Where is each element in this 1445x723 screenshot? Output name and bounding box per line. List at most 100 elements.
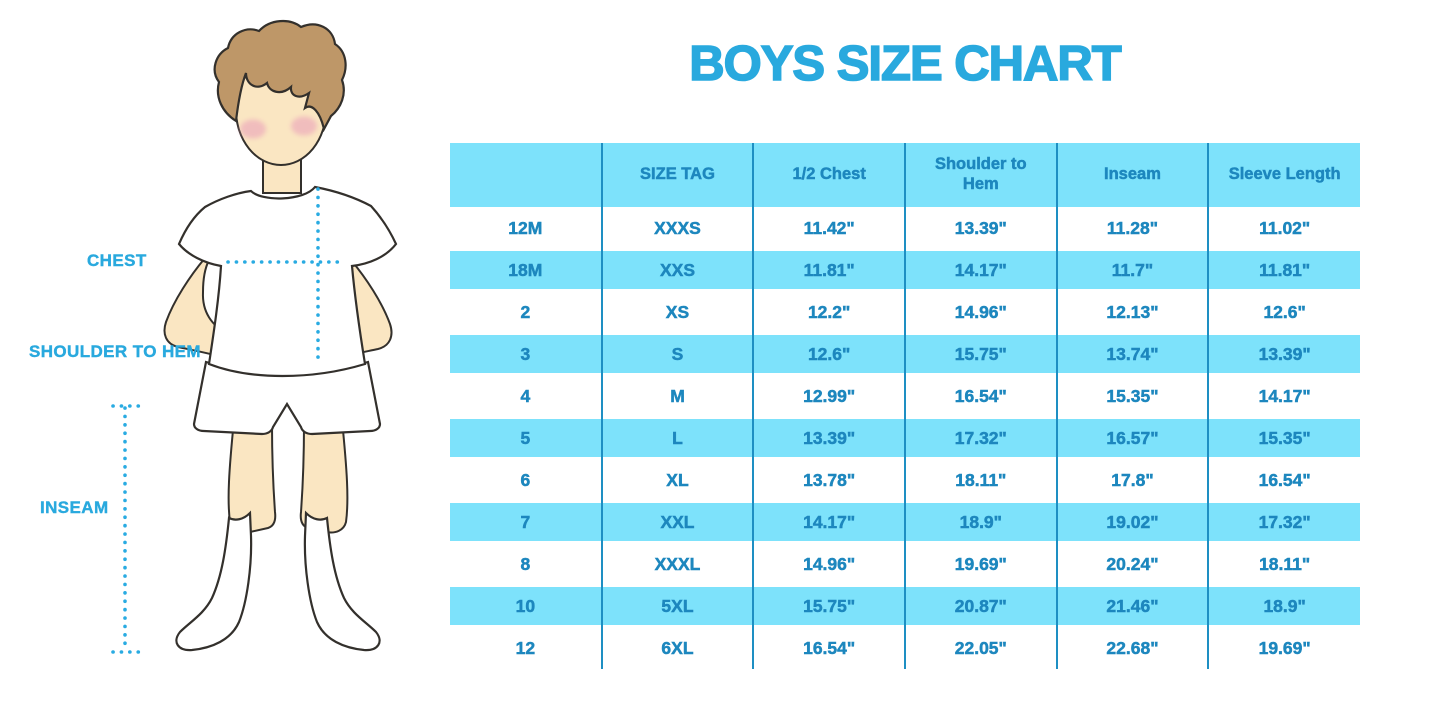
value-cell: 14.96" <box>753 543 906 585</box>
size-cell: 12 <box>450 627 603 669</box>
value-cell: 11.81" <box>1208 249 1360 291</box>
value-cell: XL <box>601 459 755 501</box>
table-row: 8 XXXL 14.96" 19.69" 20.24" 18.11" <box>450 543 1360 585</box>
value-cell: 16.57" <box>1056 417 1210 459</box>
value-cell: XXL <box>601 501 755 543</box>
value-cell: 12.6" <box>1263 301 1306 322</box>
shoulder-to-hem-label: SHOULDER TO HEM <box>29 342 201 361</box>
value-cell: 19.69" <box>904 543 1058 585</box>
value-cell: 14.17" <box>904 249 1058 291</box>
boy-left-cheek <box>240 119 266 139</box>
table-row: 3 S 12.6" 15.75" 13.74" 13.39" <box>450 333 1360 375</box>
value-cell: 18.9" <box>1208 585 1360 627</box>
size-cell: 18M <box>450 249 603 291</box>
table-row: 7 XXL 14.17" 18.9" 19.02" 17.32" <box>450 501 1360 543</box>
value-cell: 18.9" <box>904 501 1058 543</box>
size-cell: 10 <box>450 585 603 627</box>
column-header: Shoulder to Hem <box>904 143 1058 207</box>
boy-shirt <box>177 185 398 378</box>
size-table-header: SIZE TAG 1/2 Chest Shoulder to Hem Inseam Sl… <box>450 143 1360 207</box>
column-header-empty <box>450 143 603 207</box>
value-cell: 11.28" <box>1056 207 1210 249</box>
size-cell: 6 <box>450 459 603 501</box>
value-cell: 15.35" <box>1056 375 1210 417</box>
table-row: 18M XXS 11.81" 14.17" 11.7" 11.81" <box>450 249 1360 291</box>
table-row: 12M XXXS 11.42" 13.39" 11.28" 11.02" <box>450 207 1360 249</box>
boy-right-sock <box>303 510 381 652</box>
value-cell: XS <box>601 291 755 333</box>
value-cell: 13.39" <box>1208 333 1360 375</box>
chest-label: CHEST <box>87 251 147 270</box>
column-header: Inseam <box>1056 143 1210 207</box>
size-cell: 7 <box>450 501 603 543</box>
boy-right-cheek <box>291 116 317 136</box>
size-cell: 5 <box>450 417 603 459</box>
value-cell: 17.8" <box>1056 459 1210 501</box>
value-cell: 6XL <box>601 627 755 669</box>
inseam-label: INSEAM <box>40 498 109 517</box>
table-row: 10 5XL 15.75" 20.87" 21.46" 18.9" <box>450 585 1360 627</box>
boy-hair <box>213 20 347 133</box>
table-row: 2 XS 12.2" 14.96" 12.13" 12.6" <box>450 291 1360 333</box>
boy-left-sock <box>175 510 253 652</box>
size-cell: 3 <box>450 333 603 375</box>
value-cell: 16.54" <box>904 375 1058 417</box>
value-cell: M <box>601 375 755 417</box>
table-row: 12 6XL 16.54" 22.05" 22.68" 19.69" <box>450 627 1360 669</box>
value-cell: 18.11" <box>1259 553 1311 574</box>
table-row: 4 M 12.99" 16.54" 15.35" 14.17" <box>450 375 1360 417</box>
value-cell: 12.2" <box>753 291 906 333</box>
value-cell: 18.11" <box>904 459 1058 501</box>
value-cell: 11.81" <box>753 249 906 291</box>
value-cell: 15.75" <box>904 333 1058 375</box>
value-cell: 15.75" <box>753 585 906 627</box>
value-cell: L <box>601 417 755 459</box>
size-table-body: 12M XXXS 11.42" 13.39" 11.28" 11.02" 18M XXS 11.… <box>450 207 1360 669</box>
page-title: BOYS SIZE CHART <box>688 36 1122 92</box>
value-cell: 12.99" <box>753 375 906 417</box>
value-cell: XXXS <box>601 207 755 249</box>
value-cell: 13.39" <box>904 207 1058 249</box>
value-cell: 13.39" <box>753 417 906 459</box>
value-cell: 22.05" <box>904 627 1058 669</box>
value-cell: XXS <box>601 249 755 291</box>
value-cell: 12.13" <box>1056 291 1210 333</box>
header-row: SIZE TAG 1/2 Chest Shoulder to Hem Inseam Sl… <box>450 143 1360 207</box>
size-cell: 8 <box>450 543 603 585</box>
value-cell: 20.24" <box>1056 543 1210 585</box>
size-cell: 4 <box>450 375 603 417</box>
value-cell: 14.17" <box>1258 385 1311 406</box>
value-cell: S <box>601 333 755 375</box>
column-header: Sleeve Length <box>1208 143 1360 207</box>
value-cell: 22.68" <box>1056 627 1210 669</box>
value-cell: 11.7" <box>1056 249 1210 291</box>
table-row: 6 XL 13.78" 18.11" 17.8" 16.54" <box>450 459 1360 501</box>
table-row: 5 L 13.39" 17.32" 16.57" 15.35" <box>450 417 1360 459</box>
column-header: SIZE TAG <box>601 143 755 207</box>
value-cell: 21.46" <box>1056 585 1210 627</box>
boy-left-leg <box>227 418 277 534</box>
column-header: 1/2 Chest <box>753 143 906 207</box>
value-cell: 15.35" <box>1208 417 1360 459</box>
value-cell: 14.96" <box>904 291 1058 333</box>
value-cell: 16.54" <box>1258 469 1311 490</box>
boy-illustration <box>111 20 398 654</box>
value-cell: 20.87" <box>904 585 1058 627</box>
measurement-figure: CHEST SHOULDER TO HEM INSEAM <box>0 0 450 723</box>
value-cell: 19.69" <box>1258 637 1311 658</box>
size-table: SIZE TAG 1/2 Chest Shoulder to Hem Inseam Sl… <box>450 143 1360 669</box>
value-cell: 11.02" <box>1259 217 1311 238</box>
value-cell: 13.78" <box>753 459 906 501</box>
value-cell: 17.32" <box>1208 501 1360 543</box>
value-cell: 11.42" <box>753 207 906 249</box>
value-cell: 19.02" <box>1056 501 1210 543</box>
value-cell: 13.74" <box>1056 333 1210 375</box>
size-cell: 2 <box>450 291 603 333</box>
value-cell: 17.32" <box>904 417 1058 459</box>
value-cell: 14.17" <box>753 501 906 543</box>
value-cell: 12.6" <box>753 333 906 375</box>
value-cell: XXXL <box>601 543 755 585</box>
value-cell: 16.54" <box>753 627 906 669</box>
value-cell: 5XL <box>601 585 755 627</box>
boy-left-arm <box>163 256 230 359</box>
